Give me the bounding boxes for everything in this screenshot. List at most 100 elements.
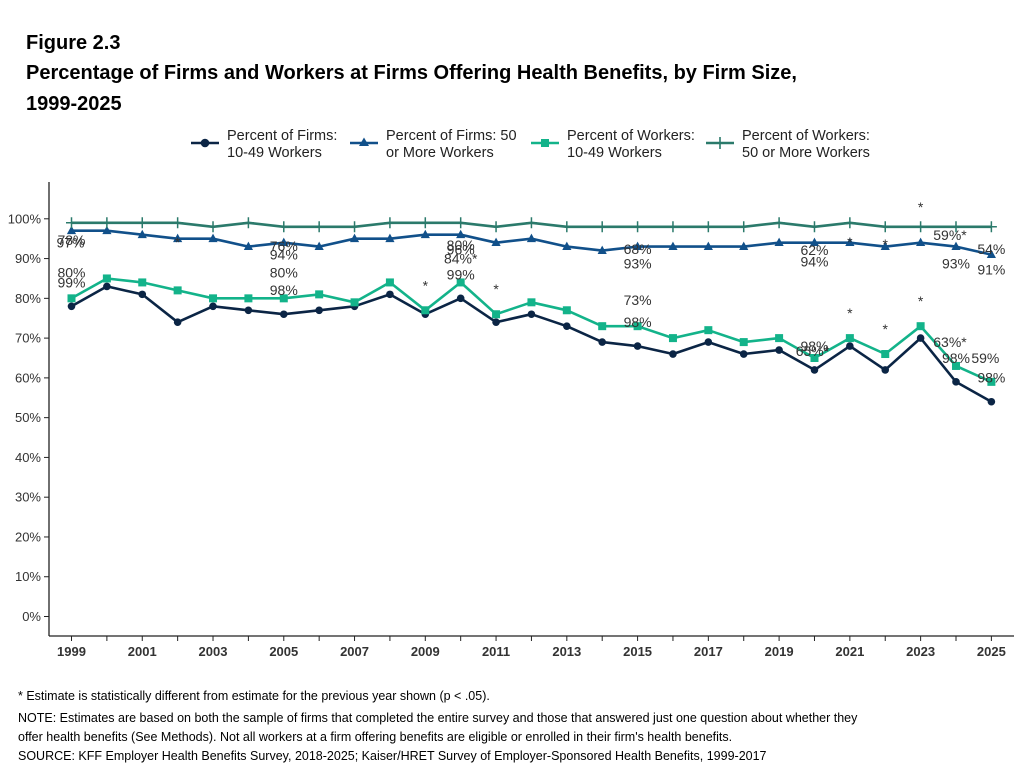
data-point xyxy=(349,233,360,243)
significance-marker: * xyxy=(883,236,889,252)
data-point xyxy=(703,241,713,251)
figure-label: Figure 2.3 xyxy=(26,32,121,54)
data-point xyxy=(633,322,642,331)
data-label: 76% xyxy=(270,238,298,254)
data-label: 65%* xyxy=(796,343,830,359)
y-tick-label: 0% xyxy=(22,609,41,624)
data-point xyxy=(173,318,182,327)
data-point xyxy=(808,221,820,233)
legend-item-workers-large: Percent of Workers: 50 or More Workers xyxy=(705,128,870,162)
legend-label: 50 or More Workers xyxy=(742,145,870,161)
legend-marker-circle-icon xyxy=(191,138,219,148)
data-point xyxy=(456,278,465,287)
y-tick-label: 40% xyxy=(15,450,41,465)
series-markers xyxy=(66,217,997,406)
data-point xyxy=(314,241,324,251)
data-point xyxy=(881,350,890,359)
data-point xyxy=(491,237,501,247)
data-label: 99% xyxy=(57,274,85,290)
y-tick-label: 50% xyxy=(15,410,41,425)
y-axis-ticks: 0% 10% 20% 30% 40% 50% 60% 70% 80% 90% 100% xyxy=(8,211,49,624)
data-point xyxy=(420,229,430,239)
data-point xyxy=(667,221,679,233)
y-tick-label: 60% xyxy=(15,370,41,385)
data-point xyxy=(562,241,572,251)
significance-marker: * xyxy=(493,281,499,297)
significance-marker: * xyxy=(847,305,853,321)
data-label: 93% xyxy=(942,256,970,272)
data-point xyxy=(562,306,571,315)
data-point xyxy=(209,294,218,303)
data-label: 98% xyxy=(800,338,828,354)
data-point xyxy=(137,229,147,239)
legend-label: 10-49 Workers xyxy=(567,145,662,161)
data-point xyxy=(986,249,996,258)
data-label: 63%* xyxy=(933,334,967,350)
data-point xyxy=(419,217,431,229)
data-point xyxy=(879,221,891,233)
x-tick-label: 2013 xyxy=(552,644,581,659)
data-point xyxy=(775,334,784,343)
data-point xyxy=(810,353,819,362)
data-point xyxy=(492,310,501,319)
data-point xyxy=(315,306,323,315)
data-label: 80% xyxy=(270,264,298,280)
legend-label: or More Workers xyxy=(386,145,494,161)
legend-marker-square-icon xyxy=(531,139,559,147)
data-point xyxy=(844,217,856,229)
data-label: 93% xyxy=(624,256,652,272)
data-point xyxy=(952,361,960,370)
x-tick-label: 2015 xyxy=(623,644,652,659)
data-label: 98% xyxy=(942,350,970,366)
legend-label: Percent of Workers: xyxy=(742,128,870,144)
data-point xyxy=(102,225,112,235)
x-tick-label: 2003 xyxy=(199,644,228,659)
x-tick-label: 2019 xyxy=(765,644,794,659)
data-label: 59%* xyxy=(933,227,967,243)
significance-marker: * xyxy=(883,321,889,337)
data-label: 59% xyxy=(971,350,999,366)
data-label: 73% xyxy=(624,292,652,308)
footnote-significance: * Estimate is statistically different fr… xyxy=(18,689,490,703)
data-point xyxy=(598,322,607,331)
y-tick-label: 10% xyxy=(15,569,41,584)
data-point xyxy=(421,306,430,315)
data-point xyxy=(66,225,77,235)
data-point xyxy=(490,221,502,233)
significance-marker: * xyxy=(423,277,429,293)
x-tick-label: 2009 xyxy=(411,644,440,659)
x-tick-label: 2005 xyxy=(269,644,298,659)
data-label: 99% xyxy=(447,266,475,282)
series-line-percent-of-workers-10-49-workers xyxy=(70,277,992,384)
x-axis-ticks: 1999 2001 2003 2005 2007 2009 2011 2013 2015 2017… xyxy=(57,636,1006,659)
x-tick-label: 2017 xyxy=(694,644,723,659)
line-chart: 0% 10% 20% 30% 40% 50% 60% 70% 80% 90% 100% 1999 20… xyxy=(8,182,1014,659)
data-point xyxy=(845,237,855,247)
data-label: 91% xyxy=(977,262,1005,278)
data-label: 62% xyxy=(800,242,828,258)
data-point xyxy=(207,221,219,233)
data-point xyxy=(385,278,394,287)
y-tick-label: 80% xyxy=(15,291,41,306)
data-point xyxy=(598,338,606,346)
data-point xyxy=(633,342,642,350)
data-point xyxy=(384,217,396,229)
data-point xyxy=(349,221,361,233)
data-point xyxy=(915,221,927,233)
legend-marker-triangle-icon xyxy=(350,137,378,146)
data-label: 54% xyxy=(977,241,1005,257)
data-point xyxy=(668,334,677,343)
legend-label: Percent of Firms: 50 xyxy=(386,128,517,144)
legend-label: Percent of Workers: xyxy=(567,128,695,144)
data-point xyxy=(880,241,890,251)
x-tick-label: 2001 xyxy=(128,644,157,659)
data-point xyxy=(278,221,290,233)
data-point xyxy=(102,274,111,283)
data-point xyxy=(668,241,678,251)
data-label: 97% xyxy=(56,235,84,251)
data-point xyxy=(881,366,890,374)
data-point xyxy=(597,245,607,255)
data-point xyxy=(704,338,713,346)
data-point xyxy=(67,302,76,311)
legend-label: Percent of Firms: xyxy=(227,128,338,144)
